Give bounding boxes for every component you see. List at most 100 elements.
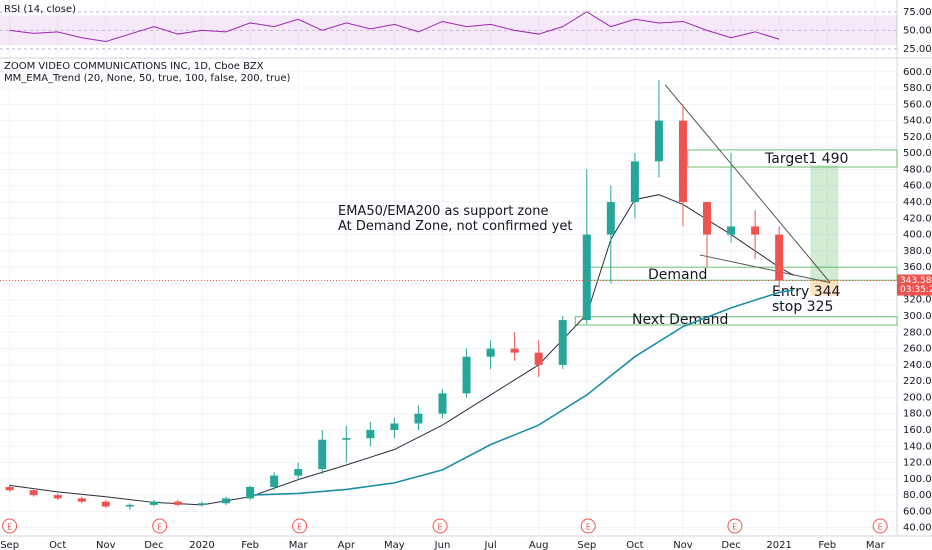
rsi-line	[9, 11, 780, 42]
y-tick-label: 200.00	[903, 392, 932, 403]
candle-body	[582, 234, 591, 321]
candle-body	[606, 202, 615, 235]
x-tick-label: 2020	[189, 540, 214, 550]
earnings-marker	[292, 518, 308, 534]
last-price-tag	[897, 274, 932, 296]
y-tick-label: 540.00	[903, 116, 932, 127]
ema-line	[9, 194, 794, 506]
candle-body	[414, 413, 423, 424]
x-tick-label: Oct	[626, 540, 643, 550]
candle-body	[77, 498, 86, 502]
x-tick-label: Aug	[529, 540, 549, 550]
earnings-marker	[872, 518, 888, 534]
y-tick-label: 420.00	[903, 213, 932, 224]
candle-body	[149, 501, 158, 505]
candle-body	[173, 501, 182, 505]
y-tick-label: 75.00	[903, 7, 932, 18]
candle-body	[486, 348, 495, 357]
candle-body	[775, 234, 784, 281]
y-tick-label: 50.00	[903, 25, 932, 36]
x-tick-label: Mar	[289, 540, 309, 550]
y-tick-label: 120.00	[903, 458, 932, 469]
candle-body	[246, 486, 255, 499]
rsi-title: RSI (14, close)	[4, 4, 76, 15]
candle-body	[222, 498, 231, 504]
y-tick-label: 40.00	[903, 523, 932, 534]
candle-body	[198, 503, 207, 505]
trendline	[699, 254, 831, 284]
x-tick-label: May	[384, 540, 405, 550]
zone-label: Demand	[648, 267, 707, 283]
candle-body	[703, 202, 712, 235]
y-tick-label: 300.00	[903, 311, 932, 322]
candle-body	[654, 120, 663, 162]
x-tick-label: Feb	[241, 540, 259, 550]
candle-body	[678, 120, 687, 203]
zone	[687, 149, 898, 168]
candle-body	[438, 393, 447, 414]
indicator-label: MM_EMA_Trend (20, None, 50, true, 100, f…	[4, 73, 291, 84]
y-tick-label: 560.00	[903, 99, 932, 110]
y-tick-label: 60.00	[903, 506, 932, 517]
candle-body	[727, 226, 736, 235]
x-tick-label: Oct	[49, 540, 66, 550]
y-tick-label: 500.00	[903, 148, 932, 159]
candle-body	[53, 495, 62, 499]
annotation: EMA50/EMA200 as support zone	[338, 204, 548, 219]
target-box	[810, 165, 839, 281]
y-tick-label: 260.00	[903, 344, 932, 355]
candle-body	[751, 226, 760, 235]
earnings-marker	[432, 518, 448, 534]
stop-box	[810, 280, 839, 296]
y-tick-label: 360.00	[903, 262, 932, 273]
y-tick-label: 580.00	[903, 83, 932, 94]
x-tick-label: Mar	[866, 540, 886, 550]
y-tick-label: 480.00	[903, 164, 932, 175]
candle-body	[342, 438, 351, 440]
candle-body	[318, 439, 327, 470]
y-tick-label: 460.00	[903, 181, 932, 192]
candle-body	[630, 161, 639, 203]
candle-body	[5, 486, 14, 491]
x-tick-label: Jun	[434, 540, 451, 550]
y-tick-label: 160.00	[903, 425, 932, 436]
y-tick-label: 180.00	[903, 409, 932, 420]
countdown: 03:35:23	[900, 285, 932, 295]
candle-body	[294, 469, 303, 476]
zone-label: Next Demand	[632, 312, 728, 328]
y-tick-label: 25.00	[903, 44, 932, 55]
stop-label: stop 325	[772, 299, 833, 315]
earnings-marker	[580, 518, 596, 534]
zone	[589, 266, 898, 281]
zone-label: Target1 490	[764, 151, 848, 167]
entry-label: Entry 344	[772, 284, 841, 300]
earnings-label: E	[297, 523, 302, 532]
earnings-label: E	[157, 523, 162, 532]
x-tick-label: Nov	[673, 540, 693, 550]
x-tick-label: Nov	[96, 540, 116, 550]
candle-body	[29, 490, 38, 496]
x-tick-label: Dec	[721, 540, 740, 550]
y-tick-label: 600.00	[903, 67, 932, 78]
earnings-marker	[152, 518, 168, 534]
candle-body	[125, 504, 134, 507]
y-tick-label: 400.00	[903, 230, 932, 241]
zone	[574, 316, 898, 326]
candle-body	[462, 356, 471, 394]
last-price-label: 343.58	[900, 276, 932, 286]
x-tick-label: Sep	[0, 540, 19, 550]
x-tick-label: Dec	[144, 540, 163, 550]
earnings-label: E	[878, 523, 883, 532]
annotation: At Demand Zone, not confirmed yet	[338, 219, 572, 234]
y-tick-label: 140.00	[903, 441, 932, 452]
candle-body	[558, 320, 567, 365]
rsi-band	[0, 15, 897, 46]
x-tick-label: Apr	[338, 540, 356, 550]
candle-body	[390, 423, 399, 430]
y-tick-label: 280.00	[903, 327, 932, 338]
earnings-label: E	[586, 523, 591, 532]
y-tick-label: 240.00	[903, 360, 932, 371]
candle-body	[366, 429, 375, 439]
